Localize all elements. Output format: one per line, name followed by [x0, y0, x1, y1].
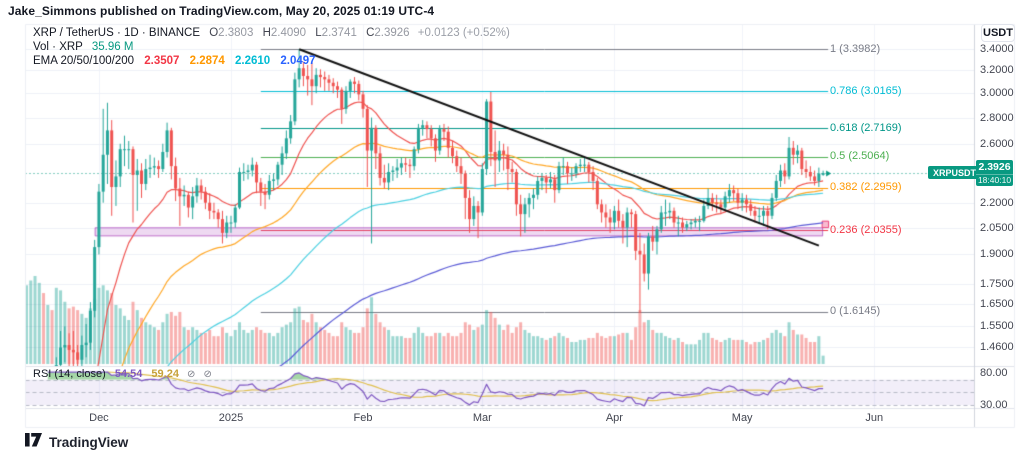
price-axis-label: 1.6500	[980, 298, 1014, 311]
rsi-axis-label: 80.00	[980, 367, 1008, 380]
fib-level-label[interactable]: 0.786 (3.0165)	[830, 84, 902, 97]
tradingview-logo[interactable]: TradingView	[25, 433, 128, 452]
time-axis-label: Mar	[472, 412, 492, 424]
symbol-title: XRP / TetherUS · 1D · BINANCE	[33, 27, 201, 39]
price-axis-label: 2.0500	[980, 221, 1014, 234]
rsi-axis-label: 30.00	[980, 399, 1008, 412]
price-axis-label: 1.4600	[980, 341, 1014, 354]
last-price-value: 2.3926	[978, 161, 1011, 174]
symbol-legend-row[interactable]: XRP / TetherUS · 1D · BINANCE O2.3803 H2…	[33, 27, 510, 39]
fib-level-label[interactable]: 1 (3.3982)	[830, 42, 881, 55]
time-axis-label: Dec	[89, 412, 109, 424]
fib-level-label[interactable]: 0.618 (2.7169)	[830, 121, 902, 134]
last-price-badge: 2.3926 18:40:10	[976, 160, 1013, 187]
price-axis-label: 1.7500	[980, 277, 1014, 290]
close-value: 2.3926	[374, 27, 410, 39]
fib-level-label[interactable]: 0.236 (2.0355)	[830, 223, 902, 236]
ema20-value: 2.3507	[144, 55, 180, 67]
tradingview-logo-text: TradingView	[49, 435, 129, 450]
rsi-legend-row[interactable]: RSI (14, close) 54.54 59.24 ⊘ ⊘	[33, 368, 212, 380]
ema-legend-row[interactable]: EMA 20/50/100/200 2.3507 2.2874 2.2610 2…	[33, 55, 316, 67]
time-axis-label: May	[731, 412, 753, 424]
volume-legend-row[interactable]: Vol · XRP 35.96 M	[33, 41, 133, 53]
open-label: O	[209, 27, 219, 39]
rsi-hidden-icon[interactable]: ⊘	[187, 369, 196, 380]
change-value: +0.0123 (+0.52%)	[417, 27, 510, 39]
price-axis-label: 2.8000	[980, 111, 1014, 124]
ema200-value: 2.0497	[280, 55, 316, 67]
price-axis-label: 3.0000	[980, 87, 1014, 100]
rsi-label: RSI (14, close)	[33, 368, 106, 380]
open-value: 2.3803	[218, 27, 254, 39]
fib-level-label[interactable]: 0.5 (2.5064)	[830, 150, 890, 163]
bar-countdown: 18:40:10	[976, 174, 1013, 186]
high-value: 2.4090	[270, 27, 307, 39]
symbol-price-tag: XRPUSDT	[928, 166, 982, 180]
volume-label: Vol · XRP	[33, 41, 83, 53]
ema-label: EMA 20/50/100/200	[33, 55, 135, 67]
rsi-value: 54.54	[114, 368, 143, 380]
fib-level-label[interactable]: 0.382 (2.2959)	[830, 181, 902, 194]
time-axis-label: Jun	[865, 412, 884, 424]
rsi-hidden-icon[interactable]: ⊘	[203, 369, 212, 380]
time-axis-label: Feb	[353, 412, 373, 424]
currency-toggle-button[interactable]: USDT	[981, 24, 1015, 42]
low-label: L	[315, 27, 322, 39]
close-label: C	[366, 27, 375, 39]
rsi-ma-value: 59.24	[151, 368, 179, 380]
attribution-text: Jake_Simmons published on TradingView.co…	[8, 4, 435, 18]
ema50-value: 2.2874	[189, 55, 225, 67]
time-axis-label: 2025	[218, 412, 244, 424]
price-axis-label: 1.5500	[980, 320, 1014, 333]
price-axis-label: 2.2000	[980, 196, 1014, 209]
price-axis-label: 1.9000	[980, 248, 1014, 261]
price-axis-label: 3.4000	[980, 43, 1014, 55]
low-value: 2.3741	[321, 27, 357, 39]
price-axis-label: 2.6000	[980, 137, 1014, 150]
tradingview-logo-icon	[25, 433, 42, 452]
time-axis-label: Apr	[605, 412, 623, 424]
volume-value: 35.96 M	[91, 41, 134, 53]
price-axis-label: 3.2000	[980, 64, 1014, 77]
fib-level-label[interactable]: 0 (1.6145)	[830, 305, 881, 318]
ema100-value: 2.2610	[235, 55, 271, 67]
high-label: H	[262, 27, 271, 39]
